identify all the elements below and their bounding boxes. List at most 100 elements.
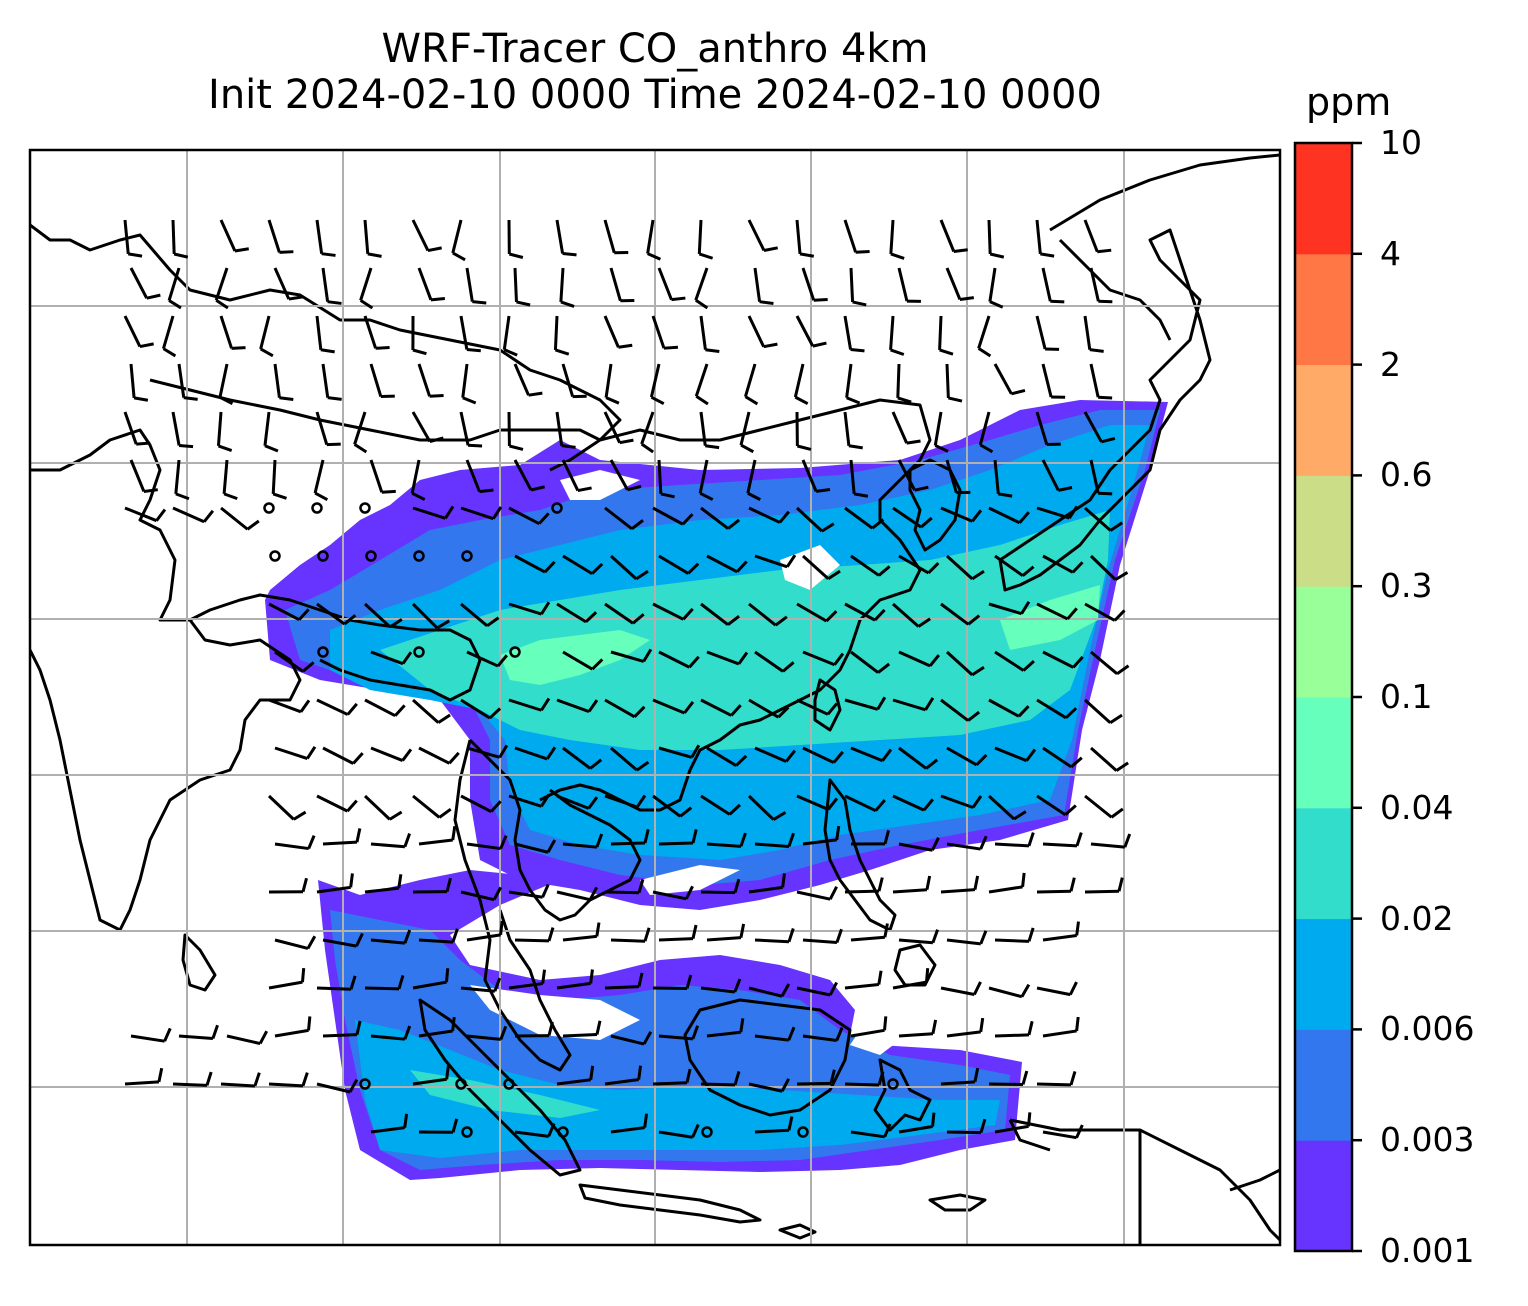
- wind-barb: [167, 267, 182, 310]
- wind-barb: [1089, 459, 1113, 496]
- gridlines: [30, 150, 1280, 1245]
- wind-barb: [171, 411, 194, 449]
- wind-barb: [274, 650, 315, 673]
- wind-barb: [748, 983, 791, 998]
- calm-circle: [311, 502, 323, 514]
- wind-barb: [411, 411, 444, 443]
- wind-barb: [849, 267, 867, 307]
- wind-barb: [657, 267, 686, 302]
- wind-barb: [646, 219, 662, 261]
- wind-barb: [843, 219, 870, 254]
- colorbar-segment: [1295, 1029, 1352, 1141]
- wind-barb: [994, 1020, 1034, 1038]
- calm-circle: [359, 1078, 371, 1090]
- wind-barb: [514, 1122, 556, 1138]
- wind-barb: [994, 746, 1037, 763]
- wind-barb: [610, 746, 650, 772]
- wind-barb: [652, 794, 693, 818]
- wind-barb: [706, 554, 748, 574]
- wind-barb: [604, 878, 645, 895]
- wind-barb: [555, 411, 576, 449]
- wind-barb: [267, 794, 307, 821]
- wind-barb: [172, 506, 215, 524]
- wind-barb: [845, 363, 861, 405]
- wind-barb: [460, 977, 502, 993]
- wind-barb: [700, 794, 741, 816]
- wind-barb: [945, 363, 963, 403]
- field-gap-gulf: [640, 865, 740, 895]
- wind-barb: [1089, 554, 1129, 581]
- wind-barb: [891, 411, 921, 445]
- wind-barb: [418, 825, 457, 846]
- colorbar-segment: [1295, 697, 1352, 809]
- wind-barb: [562, 922, 601, 942]
- wind-barb: [1036, 505, 1079, 520]
- wind-barb: [609, 554, 649, 581]
- calm-circle: [359, 502, 371, 514]
- wind-barb: [699, 411, 720, 450]
- wind-barb: [1083, 219, 1112, 254]
- wind-barb: [892, 506, 933, 529]
- wind-barb: [466, 1025, 508, 1041]
- wind-barb: [658, 650, 700, 669]
- wind-barb: [889, 315, 905, 356]
- wind-barb: [652, 506, 694, 526]
- wind-barb: [514, 554, 556, 574]
- wind-barb: [658, 1123, 700, 1139]
- wind-barb: [700, 878, 741, 895]
- wind-barb: [508, 883, 550, 899]
- colorbar-tick-label: 4: [1380, 233, 1401, 273]
- title-line-2: Init 2024-02-10 0000 Time 2024-02-10 000…: [208, 72, 1102, 118]
- wind-barb: [940, 875, 980, 894]
- wind-barb: [603, 219, 629, 255]
- wind-barb: [844, 696, 887, 711]
- wind-barb: [938, 315, 954, 356]
- wind-barb: [946, 1118, 987, 1135]
- wind-barb: [604, 794, 647, 809]
- wind-barb: [754, 928, 795, 944]
- wind-barb: [507, 219, 524, 259]
- wind-barb: [562, 650, 604, 671]
- wind-barb: [1042, 746, 1083, 769]
- wind-barb: [748, 602, 788, 627]
- wind-barb: [459, 315, 481, 353]
- wind-barb: [940, 794, 983, 809]
- wind-barb: [1035, 315, 1060, 351]
- wind-barb: [801, 554, 841, 580]
- wind-barb: [699, 315, 720, 354]
- wind-barb: [1036, 602, 1078, 621]
- wind-barb: [793, 363, 809, 406]
- wind-barb: [322, 746, 364, 765]
- wind-barb: [892, 968, 930, 990]
- wind-barb: [706, 1018, 745, 1038]
- wind-barb: [460, 794, 502, 813]
- wind-barb: [171, 219, 189, 259]
- wind-barb: [129, 363, 149, 402]
- colorbar-tick-label: 2: [1380, 344, 1401, 384]
- colorbar-segment: [1295, 807, 1352, 920]
- wind-barb: [364, 874, 403, 894]
- wind-barb: [610, 1113, 649, 1134]
- wind-barb: [412, 794, 452, 819]
- wind-barb: [220, 1072, 261, 1088]
- coastlines: [30, 153, 1280, 1245]
- wind-barb: [652, 1068, 692, 1086]
- wind-barb: [502, 315, 518, 357]
- wind-barb: [610, 829, 650, 846]
- field-band-north-turquoise: [380, 510, 1110, 750]
- wind-barb: [412, 505, 455, 520]
- colorbar-segment: [1295, 364, 1352, 476]
- wind-barb: [1041, 267, 1065, 304]
- wind-barb: [562, 746, 603, 770]
- wind-barb: [802, 650, 845, 667]
- wind-barb: [555, 219, 577, 257]
- wind-barb: [1041, 459, 1073, 492]
- wind-barb: [796, 698, 838, 716]
- wind-barb: [460, 886, 503, 902]
- wind-barb: [892, 794, 934, 812]
- wind-barb: [363, 315, 390, 350]
- wind-barb: [604, 602, 645, 625]
- wind-barb: [610, 927, 651, 943]
- calm-circle: [503, 1078, 515, 1090]
- wind-barb: [222, 459, 238, 501]
